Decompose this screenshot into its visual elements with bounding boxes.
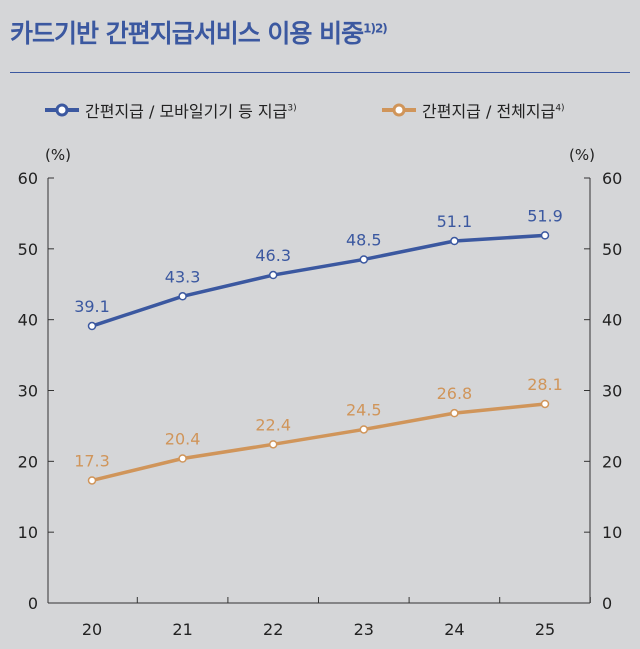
- data-point: [268, 270, 278, 280]
- y-tick-label-right: 20: [602, 452, 622, 471]
- data-point: [359, 425, 369, 434]
- y-tick-label-right: 60: [602, 169, 622, 188]
- title-note: 1)2): [363, 21, 388, 36]
- data-point: [87, 476, 97, 485]
- data-label: 51.9: [527, 206, 563, 225]
- data-point: [540, 231, 550, 240]
- y-tick-label-left: 10: [18, 523, 38, 542]
- y-tick-label-left: 30: [18, 382, 38, 401]
- y-axis-label-left: (%): [45, 146, 71, 164]
- data-label: 26.8: [437, 384, 473, 403]
- x-tick-label: 21: [172, 620, 192, 639]
- y-axis-label-right: (%): [569, 146, 595, 164]
- title-divider: [10, 72, 630, 73]
- data-label: 20.4: [165, 430, 201, 449]
- y-tick-label-left: 0: [28, 594, 38, 613]
- title-text: 카드기반 간편지급서비스 이용 비중: [10, 19, 364, 48]
- legend-item-total: 간편지급 / 전체지급4): [382, 98, 565, 122]
- legend-note: 3): [287, 103, 297, 114]
- legend-label: 간편지급 / 전체지급: [422, 102, 556, 121]
- x-tick-label: 24: [444, 620, 464, 639]
- data-label: 48.5: [346, 230, 382, 249]
- y-tick-label-right: 30: [602, 382, 622, 401]
- y-tick-label-right: 10: [602, 523, 622, 542]
- data-point: [359, 255, 369, 264]
- data-point: [178, 292, 187, 301]
- y-tick-label-left: 60: [18, 169, 38, 188]
- y-tick-label-left: 20: [18, 452, 38, 471]
- legend-marker-orange-icon: [382, 103, 416, 117]
- series-line-1: [91, 402, 546, 483]
- x-tick-label: 25: [535, 620, 555, 639]
- y-tick-label-right: 40: [602, 311, 622, 330]
- data-point: [450, 236, 459, 246]
- data-label: 39.1: [74, 297, 110, 316]
- x-tick-label: 22: [263, 620, 283, 639]
- y-tick-label-left: 40: [18, 311, 38, 330]
- legend-note: 4): [555, 103, 565, 114]
- data-label: 17.3: [74, 451, 110, 470]
- x-tick-label: 23: [354, 620, 374, 639]
- data-point: [87, 321, 97, 331]
- data-point: [450, 408, 459, 418]
- data-point: [268, 440, 278, 449]
- chart-title: 카드기반 간편지급서비스 이용 비중1)2): [10, 14, 388, 50]
- y-tick-label-right: 50: [602, 240, 622, 259]
- legend-marker-blue-icon: [45, 103, 79, 117]
- y-tick-label-left: 50: [18, 240, 38, 259]
- data-label: 24.5: [346, 400, 382, 419]
- data-label: 43.3: [165, 267, 201, 286]
- data-label: 51.1: [437, 212, 473, 231]
- series-line-0: [91, 233, 546, 328]
- x-tick-label: 20: [82, 620, 102, 639]
- data-label: 46.3: [255, 246, 291, 265]
- legend-label: 간편지급 / 모바일기기 등 지급: [85, 102, 288, 121]
- y-tick-label-right: 0: [602, 594, 612, 613]
- legend-item-mobile: 간편지급 / 모바일기기 등 지급3): [45, 98, 297, 122]
- data-point: [178, 454, 187, 463]
- data-point: [540, 399, 550, 409]
- data-label: 28.1: [527, 375, 563, 394]
- data-label: 22.4: [255, 415, 291, 434]
